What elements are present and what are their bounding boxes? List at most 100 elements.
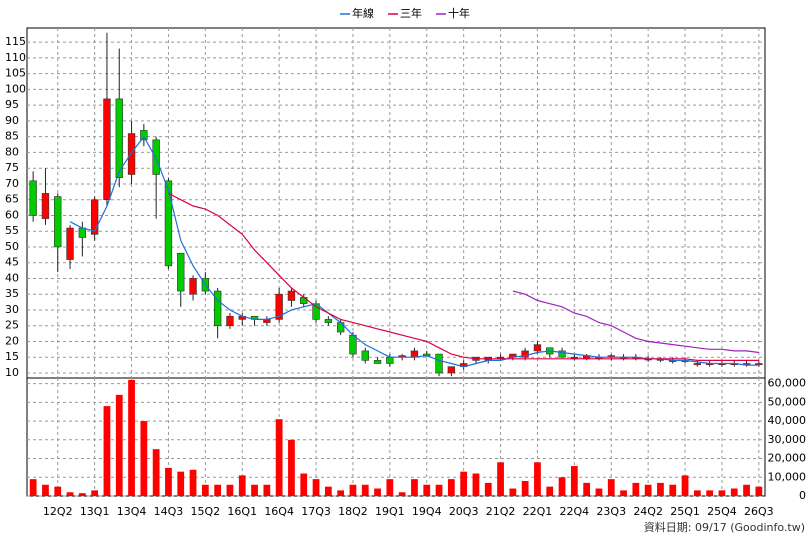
volume-bar [657, 482, 664, 496]
y-tick-label: 10 [5, 366, 19, 379]
volume-bar [78, 493, 86, 496]
y-tick-label: 30 [5, 303, 19, 316]
x-tick-label: 17Q3 [301, 505, 331, 518]
candle-body [189, 278, 197, 295]
volume-bar [152, 449, 160, 496]
candle-body [300, 297, 308, 304]
volume-bar [398, 492, 406, 496]
candle-body [78, 227, 87, 238]
candle-body [435, 353, 443, 374]
volume-bar [115, 394, 123, 496]
x-tick-label: 13Q1 [80, 505, 110, 518]
volume-panel [26, 377, 766, 497]
y-tick-label: 40 [5, 271, 19, 284]
volume-bar [165, 467, 172, 496]
candle-body [373, 360, 382, 364]
candle-body [447, 366, 456, 374]
volume-bar [288, 439, 295, 496]
x-tick-label: 22Q1 [523, 505, 553, 518]
volume-bar [681, 475, 689, 496]
y-tick-label: 65 [5, 193, 19, 206]
volume-bar [128, 379, 135, 496]
y2-tick-label: 60,000 [768, 377, 807, 390]
volume-bar [595, 488, 603, 496]
volume-bar [275, 419, 283, 496]
candle-body [177, 252, 185, 292]
x-tick-label: 14Q3 [154, 505, 184, 518]
volume-bar [706, 490, 714, 496]
x-tick-label: 23Q3 [596, 505, 626, 518]
y-tick-label: 90 [5, 114, 19, 127]
candle-body [41, 193, 50, 219]
volume-bar [620, 490, 627, 496]
volume-bar [337, 490, 345, 496]
candle-body [410, 350, 419, 358]
volume-bar [374, 488, 381, 496]
volume-bar [361, 484, 369, 496]
x-tick-label: 18Q2 [338, 505, 368, 518]
y-tick-label: 15 [5, 350, 19, 363]
volume-bar [497, 462, 504, 496]
candle-body [386, 356, 394, 364]
volume-bar [730, 488, 738, 496]
x-tick-label: 13Q4 [117, 505, 147, 518]
volume-bar [583, 482, 591, 496]
volume-bar [546, 486, 554, 496]
y2-tick-label: 20,000 [768, 452, 807, 465]
volume-bar [521, 481, 529, 496]
x-tick-label: 24Q2 [633, 505, 663, 518]
volume-bar [238, 475, 246, 496]
volume-bar [755, 486, 763, 496]
x-tick-label: 26Q3 [744, 505, 774, 518]
volume-bar [177, 471, 185, 496]
y-tick-label: 85 [5, 130, 19, 143]
volume-bar [66, 492, 74, 496]
y-tick-label: 50 [5, 240, 19, 253]
volume-bar [693, 490, 701, 496]
candle-body [140, 130, 148, 141]
legend-label: 十年 [448, 6, 470, 20]
volume-bar [201, 484, 209, 496]
y2-tick-label: 40,000 [768, 414, 807, 427]
y-tick-label: 100 [5, 82, 26, 95]
x-tick-label: 21Q2 [486, 505, 516, 518]
volume-bar [534, 462, 541, 496]
candle-body [127, 133, 136, 175]
volume-bar [435, 484, 443, 496]
ma-line [512, 290, 759, 354]
volume-bar [54, 486, 62, 496]
y-tick-label: 95 [5, 98, 19, 111]
volume-bar [484, 482, 492, 496]
ma-line [168, 192, 759, 361]
x-tick-label: 16Q1 [227, 505, 257, 518]
y-tick-label: 55 [5, 224, 19, 237]
y2-tick-label: 0 [799, 489, 806, 502]
price-panel [26, 27, 766, 379]
volume-bar [189, 469, 197, 496]
y2-tick-label: 50,000 [768, 395, 807, 408]
candle-body [103, 98, 111, 200]
volume-bar [312, 479, 320, 496]
candle-body [66, 227, 74, 260]
candle-body [693, 363, 702, 366]
volume-bar [214, 484, 222, 496]
candle-body [521, 350, 529, 358]
candle-body [90, 199, 99, 235]
volume-bar [300, 473, 308, 496]
volume-bar [42, 484, 49, 496]
y-tick-label: 75 [5, 161, 19, 174]
y-tick-label: 60 [5, 208, 19, 221]
volume-bar [718, 490, 726, 496]
volume-bar [29, 479, 37, 496]
y2-tick-label: 30,000 [768, 433, 807, 446]
volume-bar [91, 490, 99, 496]
candle-body [349, 334, 357, 355]
x-tick-label: 20Q3 [449, 505, 479, 518]
candle-body [115, 98, 123, 178]
volume-bar [349, 484, 357, 496]
volume-bar [103, 406, 111, 496]
volume-bar [644, 484, 652, 496]
volume-bar [386, 479, 394, 496]
candle-body [558, 350, 566, 358]
candle-body [324, 319, 333, 323]
